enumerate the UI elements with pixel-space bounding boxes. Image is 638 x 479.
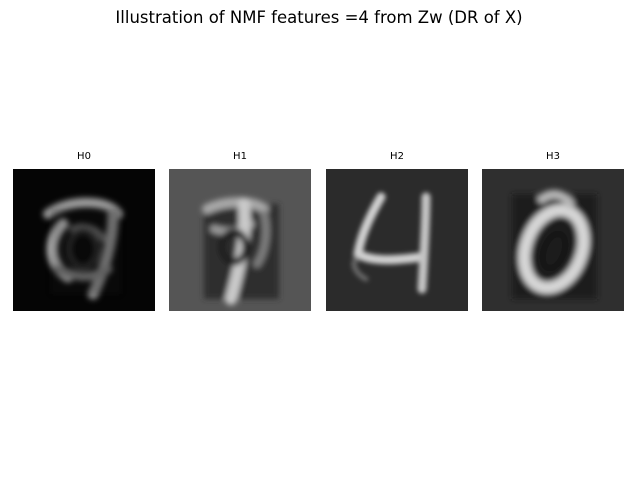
panel-label-h2: H2 <box>390 151 404 162</box>
feature-image-h3 <box>482 169 624 311</box>
feature-image-h2 <box>326 169 468 311</box>
feature-image-h0 <box>13 169 155 311</box>
feature-image-h1 <box>169 169 311 311</box>
panel-label-h3: H3 <box>546 151 560 162</box>
panel-label-h1: H1 <box>233 151 247 162</box>
panel-label-h0: H0 <box>77 151 91 162</box>
figure-title: Illustration of NMF features =4 from Zw … <box>115 8 523 27</box>
